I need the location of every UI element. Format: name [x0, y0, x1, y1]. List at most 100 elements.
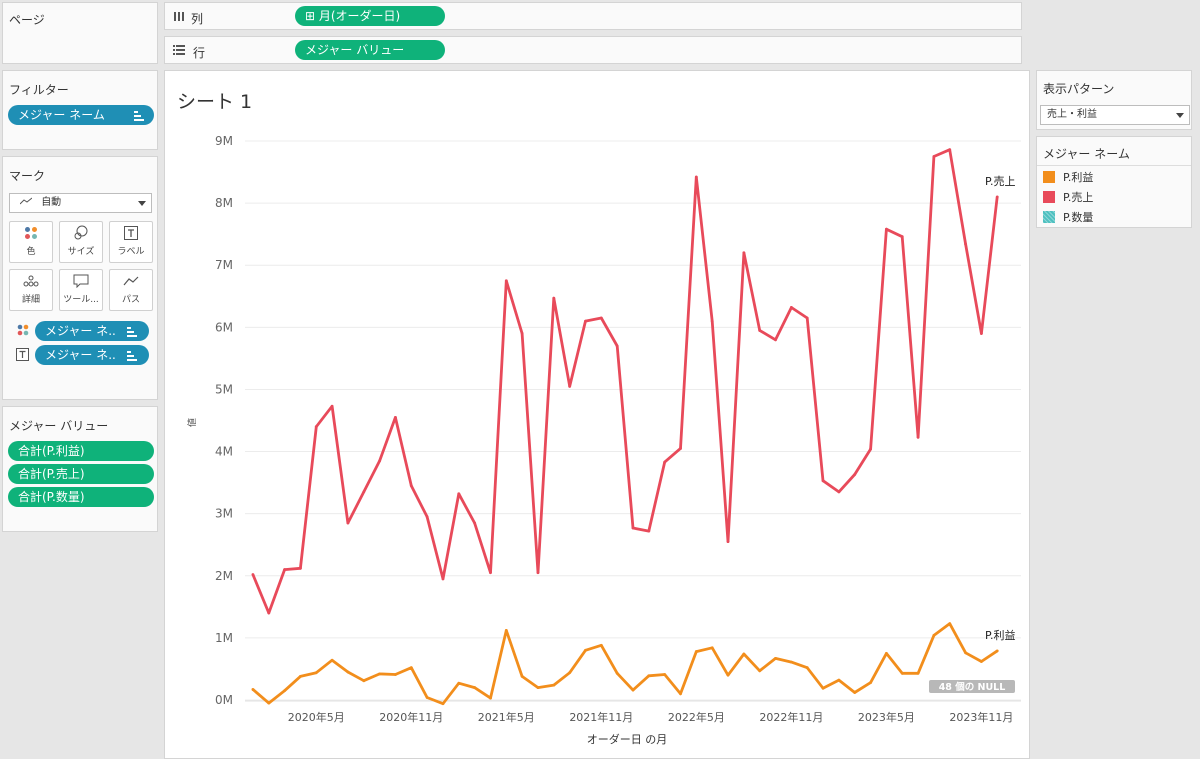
- measure-pill-sum-quantity[interactable]: 合計(P.数量): [8, 487, 154, 507]
- data-point: [884, 652, 888, 655]
- y-tick-label: 8M: [215, 196, 233, 210]
- detail-icon: [10, 270, 52, 292]
- x-tick-label: 2020年5月: [288, 710, 345, 724]
- data-point: [299, 674, 302, 678]
- data-point: [726, 673, 730, 677]
- data-point: [631, 526, 635, 530]
- color-button-label: 色: [26, 247, 36, 257]
- color-encoding-pill[interactable]: メジャー ネ..: [35, 321, 149, 341]
- data-point: [821, 686, 825, 690]
- measure-values-panel[interactable]: メジャー バリュー 合計(P.利益) 合計(P.売上) 合計(P.数量): [2, 406, 158, 532]
- data-point: [647, 674, 651, 678]
- null-indicator-label: 48 個の NULL: [939, 681, 1006, 693]
- data-point: [663, 673, 667, 676]
- data-point: [980, 332, 983, 335]
- tooltip-icon: [60, 270, 102, 292]
- data-point: [409, 666, 413, 670]
- data-point: [520, 674, 524, 678]
- data-point: [758, 329, 762, 332]
- rows-shelf[interactable]: 行 メジャー バリュー: [164, 36, 1022, 64]
- data-point: [425, 696, 429, 699]
- rows-icon: [173, 44, 185, 56]
- rows-pill-measure-values[interactable]: メジャー バリュー: [295, 40, 445, 60]
- data-point: [869, 681, 872, 685]
- label-button[interactable]: ラベル: [109, 221, 153, 263]
- series-end-label: P.利益: [985, 628, 1015, 642]
- series-line: [251, 622, 998, 706]
- data-point: [267, 611, 271, 615]
- data-point: [837, 678, 841, 682]
- show-me-panel[interactable]: 表示パターン 売上・利益: [1036, 70, 1192, 130]
- data-point: [742, 251, 746, 255]
- sheet-view[interactable]: シート 1 0M 1M 2M 3M 4M 5M 6M 7M 8M 9M 値 2020年5月 2020年1…: [164, 70, 1030, 759]
- tooltip-button[interactable]: ツール...: [59, 269, 103, 311]
- data-point: [663, 460, 667, 464]
- legend-swatch-quantity: [1043, 211, 1055, 223]
- detail-button-label: 詳細: [21, 295, 40, 305]
- data-point: [853, 691, 857, 694]
- data-point: [536, 571, 540, 575]
- line-mark-icon: [19, 194, 34, 212]
- data-point: [615, 344, 619, 348]
- data-point: [694, 650, 698, 653]
- legend-label-profit: P.利益: [1063, 171, 1094, 184]
- x-tick-label: 2023年5月: [858, 710, 915, 724]
- data-point: [710, 319, 714, 323]
- measure-pill-sum-sales[interactable]: 合計(P.売上): [8, 464, 154, 484]
- data-point: [552, 683, 556, 687]
- x-tick-label: 2021年11月: [569, 710, 633, 724]
- show-me-value: 売上・利益: [1047, 109, 1097, 120]
- legend-label-sales: P.売上: [1063, 191, 1094, 204]
- data-point: [805, 666, 809, 670]
- data-point: [774, 656, 777, 660]
- show-me-dropdown[interactable]: 売上・利益: [1040, 105, 1190, 125]
- chevron-down-icon: [1176, 113, 1184, 118]
- data-point: [964, 651, 967, 655]
- data-point: [964, 242, 967, 246]
- data-point: [615, 671, 619, 675]
- data-point: [980, 660, 983, 663]
- x-tick-label: 2023年11月: [949, 710, 1013, 724]
- data-point: [314, 425, 318, 429]
- data-point: [789, 660, 793, 664]
- size-button[interactable]: サイズ: [59, 221, 103, 263]
- measure-names-legend[interactable]: メジャー ネーム P.利益 P.売上 P.数量: [1036, 136, 1192, 228]
- pages-panel[interactable]: ページ: [2, 2, 158, 64]
- data-point: [758, 669, 762, 673]
- data-point: [932, 155, 936, 158]
- data-point: [457, 681, 461, 685]
- data-point: [869, 447, 872, 451]
- marks-panel[interactable]: マーク 自動 色 サイズ ラベル 詳細 ツール... パス メジャー ネ.. メ…: [2, 156, 158, 400]
- data-point: [837, 490, 841, 494]
- detail-button[interactable]: 詳細: [9, 269, 53, 311]
- data-point: [584, 648, 587, 652]
- data-point: [251, 573, 255, 576]
- x-axis-title: オーダー日 の月: [587, 732, 668, 746]
- label-pill-sort-icon: [127, 351, 137, 361]
- mark-type-dropdown[interactable]: 自動: [9, 193, 152, 213]
- data-point: [283, 568, 286, 571]
- data-point: [394, 673, 397, 676]
- data-point: [346, 670, 350, 674]
- x-tick-label: 2022年5月: [668, 710, 725, 724]
- show-me-title: 表示パターン: [1043, 82, 1115, 96]
- color-button[interactable]: 色: [9, 221, 53, 263]
- path-icon: [110, 270, 152, 292]
- data-point: [378, 672, 382, 676]
- columns-pill-month-order-date[interactable]: ⊞ 月(オーダー日): [295, 6, 445, 26]
- data-point: [504, 279, 508, 283]
- data-point: [536, 686, 540, 689]
- measure-pill-sum-profit[interactable]: 合計(P.利益): [8, 441, 154, 461]
- y-axis-title: 値: [186, 418, 198, 427]
- tooltip-button-label: ツール...: [63, 295, 99, 305]
- filter-pill-measure-names[interactable]: メジャー ネーム: [8, 105, 154, 125]
- data-point: [948, 148, 952, 152]
- label-encoding-pill[interactable]: メジャー ネ..: [35, 345, 149, 365]
- legend-title: メジャー ネーム: [1043, 147, 1130, 161]
- columns-shelf[interactable]: 列 ⊞ 月(オーダー日): [164, 2, 1022, 30]
- filters-panel[interactable]: フィルター メジャー ネーム: [2, 70, 158, 150]
- columns-shelf-label: 列: [191, 12, 204, 26]
- y-tick-label: 4M: [215, 445, 233, 459]
- path-button[interactable]: パス: [109, 269, 153, 311]
- data-point: [599, 643, 603, 647]
